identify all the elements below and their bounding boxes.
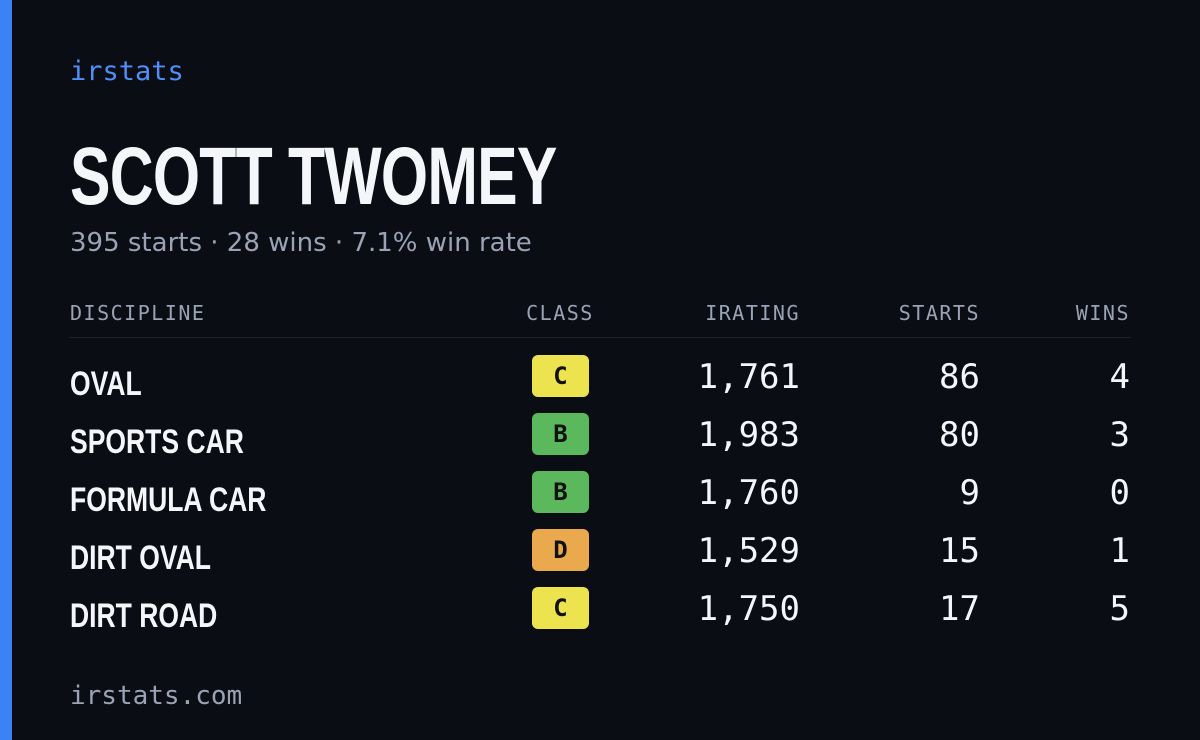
class-badge: B — [532, 471, 589, 513]
discipline: DIRT OVAL — [70, 539, 211, 577]
irating-cell: 1,750 — [697, 589, 800, 629]
brand: irstats — [70, 56, 184, 87]
irating-cell: 1,529 — [697, 531, 800, 571]
starts-cell: 9 — [959, 473, 980, 513]
starts-cell: 86 — [939, 357, 980, 397]
starts-cell: 17 — [939, 589, 980, 629]
discipline: FORMULA CAR — [70, 481, 267, 519]
wins-cell: 3 — [1109, 415, 1130, 455]
column-header: DISCIPLINE — [70, 301, 206, 325]
header-divider — [70, 337, 1130, 338]
accent-stripe — [0, 0, 12, 740]
class-badge: C — [532, 587, 589, 629]
wins-cell: 4 — [1109, 357, 1130, 397]
wins-cell: 1 — [1109, 531, 1130, 571]
starts-cell: 80 — [939, 415, 980, 455]
driver-name: SCOTT TWOMEY — [70, 131, 557, 222]
discipline: DIRT ROAD — [70, 597, 218, 635]
class-badge: D — [532, 529, 589, 571]
starts-cell: 15 — [939, 531, 980, 571]
class-badge: B — [532, 413, 589, 455]
class-badge: C — [532, 355, 589, 397]
column-header: WINS — [1075, 301, 1130, 325]
column-header: IRATING — [705, 301, 800, 325]
wins-cell: 5 — [1109, 589, 1130, 629]
discipline: OVAL — [70, 365, 142, 403]
irating-cell: 1,761 — [697, 357, 800, 397]
discipline: SPORTS CAR — [70, 423, 244, 461]
irating-cell: 1,983 — [697, 415, 800, 455]
column-header: CLASS — [526, 301, 594, 325]
wins-cell: 0 — [1109, 473, 1130, 513]
footer-link: irstats.com — [70, 681, 243, 711]
column-header: STARTS — [898, 301, 980, 325]
irating-cell: 1,760 — [697, 473, 800, 513]
summary: 395 starts · 28 wins · 7.1% win rate — [70, 228, 532, 258]
